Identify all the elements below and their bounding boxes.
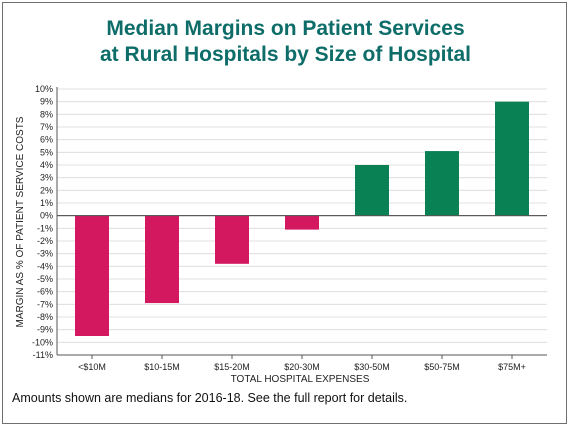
- y-tick-label: -9%: [37, 325, 53, 335]
- bar: [355, 165, 389, 216]
- bar: [285, 215, 319, 230]
- tick-labels: 10% 9% 8% 7% 6% 5% 4% 3% 2% 1% 0% -1% -2% -3% -4% -5% -6…: [32, 84, 526, 372]
- x-axis-title: TOTAL HOSPITAL EXPENSES: [231, 374, 370, 385]
- y-tick-label: 8%: [40, 109, 53, 119]
- bar: [425, 151, 459, 216]
- footnote: Amounts shown are medians for 2016-18. S…: [12, 391, 408, 405]
- bar: [75, 215, 109, 336]
- y-tick-label: 10%: [35, 84, 53, 94]
- axes: [56, 87, 547, 359]
- x-tick-label: $15-20M: [214, 362, 250, 372]
- bar: [495, 101, 529, 216]
- x-tick-label: $20-30M: [284, 362, 320, 372]
- y-tick-label: 5%: [40, 147, 53, 157]
- y-tick-label: -7%: [37, 299, 53, 309]
- y-tick-label: -1%: [37, 223, 53, 233]
- y-tick-label: 7%: [40, 122, 53, 132]
- x-tick-label: $30-50M: [354, 362, 390, 372]
- y-tick-label: 3%: [40, 173, 53, 183]
- chart-title: Median Margins on Patient Services at Ru…: [0, 16, 571, 68]
- y-tick-label: -6%: [37, 287, 53, 297]
- x-tick-label: <$10M: [78, 362, 106, 372]
- bar: [145, 215, 179, 304]
- y-tick-label: 6%: [40, 135, 53, 145]
- y-axis-title: MARGIN AS % OF PATIENT SERVICE COSTS: [15, 116, 26, 327]
- y-tick-label: 2%: [40, 185, 53, 195]
- y-tick-label: -5%: [37, 274, 53, 284]
- y-tick-label: 0%: [40, 211, 53, 221]
- bars: [75, 101, 529, 336]
- y-tick-label: -4%: [37, 261, 53, 271]
- bar: [215, 215, 249, 264]
- chart-title-line-2: at Rural Hospitals by Size of Hospital: [99, 43, 472, 66]
- y-tick-label: 1%: [40, 198, 53, 208]
- y-tick-label: -10%: [32, 337, 53, 347]
- y-tick-label: 4%: [40, 160, 53, 170]
- x-tick-label: $10-15M: [144, 362, 180, 372]
- y-tick-label: -3%: [37, 249, 53, 259]
- y-tick-label: 9%: [40, 97, 53, 107]
- chart-title-line-1: Median Margins on Patient Services: [106, 17, 465, 40]
- x-tick-label: $75M+: [498, 362, 526, 372]
- y-tick-label: -11%: [33, 350, 53, 360]
- x-tick-label: $50-75M: [424, 362, 460, 372]
- y-tick-label: -8%: [37, 312, 53, 322]
- y-tick-label: -2%: [37, 236, 53, 246]
- chart-frame: [2, 2, 567, 424]
